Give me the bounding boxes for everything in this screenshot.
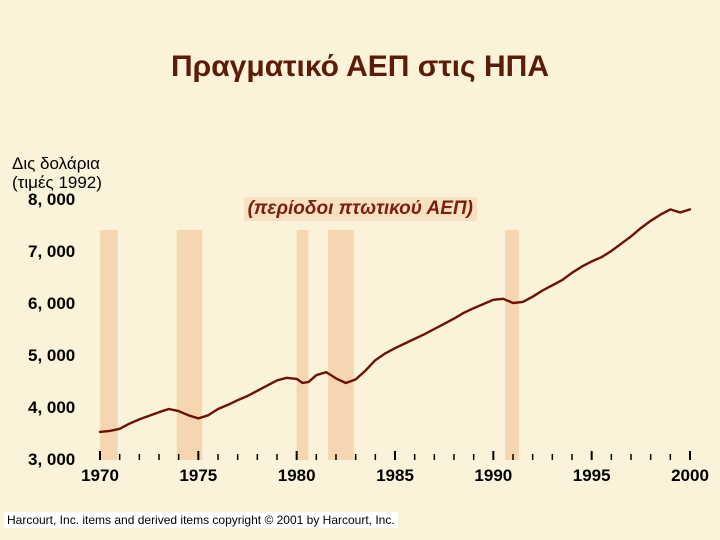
y-tick-label: 7, 000 [28, 242, 98, 262]
chart-area: 3, 0004, 0005, 0006, 0007, 0008, 0001970… [20, 200, 700, 480]
y-tick-label: 5, 000 [28, 346, 98, 366]
chart-svg [20, 200, 700, 500]
y-tick-label: 6, 000 [28, 294, 98, 314]
chart-title: Πραγματικό ΑΕΠ στις ΗΠΑ [0, 50, 720, 84]
x-tick-label: 1995 [562, 466, 622, 486]
x-tick-label: 2000 [660, 466, 720, 486]
y-tick-label: 4, 000 [28, 398, 98, 418]
x-tick-label: 1985 [365, 466, 425, 486]
x-tick-label: 1975 [168, 466, 228, 486]
y-tick-label: 8, 000 [28, 190, 98, 210]
recession-annotation: (περίοδοι πτωτικού ΑΕΠ) [244, 197, 477, 221]
x-tick-label: 1990 [463, 466, 523, 486]
copyright-text: Harcourt, Inc. items and derived items c… [4, 512, 398, 528]
y-axis-label-line1: Δις δολάρια [12, 155, 102, 174]
x-tick-label: 1970 [70, 466, 130, 486]
x-tick-label: 1980 [267, 466, 327, 486]
y-axis-label: Δις δολάρια (τιμές 1992) [12, 155, 102, 192]
